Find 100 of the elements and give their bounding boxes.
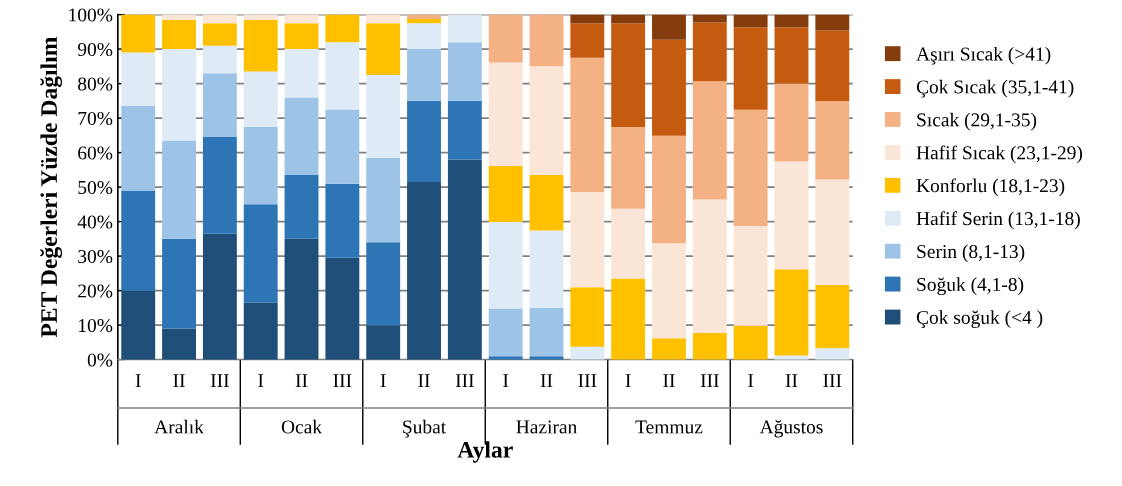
x-tick-label: I	[135, 374, 141, 388]
bar	[162, 238, 196, 329]
bar	[202, 233, 237, 360]
bar	[243, 126, 278, 205]
x-tick-label: III	[455, 374, 474, 388]
bar	[733, 226, 768, 326]
text: Şubat	[403, 419, 447, 438]
x-tick-label: III	[823, 374, 842, 388]
bar	[611, 278, 646, 360]
bar	[611, 14, 646, 24]
bar	[570, 191, 605, 288]
bar	[284, 23, 319, 50]
bar	[366, 74, 401, 158]
bar	[774, 83, 809, 162]
bar	[692, 332, 727, 360]
bar	[815, 101, 850, 180]
bar	[692, 14, 727, 23]
text: Ağustos	[759, 419, 823, 438]
x-tick-label: II	[173, 374, 185, 388]
bar	[570, 287, 605, 347]
text: Aralık	[154, 419, 204, 434]
bar	[488, 221, 523, 309]
y-axis-title: PET Değerleri Yüzde Dağılım	[40, 37, 63, 338]
bar	[652, 39, 686, 136]
bar	[243, 204, 278, 303]
x-tick-label: III	[210, 374, 229, 388]
bar	[407, 181, 441, 360]
bar	[366, 157, 401, 243]
bar	[815, 30, 850, 102]
bar	[366, 14, 401, 24]
x-tick-label: I	[258, 374, 264, 388]
bar	[325, 109, 360, 184]
legend-label: Konforlu (18,1-23)	[916, 178, 1065, 197]
bar	[366, 23, 401, 75]
y-tick-label: 100%	[69, 8, 113, 22]
bar	[570, 57, 605, 192]
x-tick-label: II	[663, 374, 675, 388]
x-tick-label: II	[418, 374, 430, 388]
bar	[611, 23, 646, 128]
bar	[815, 14, 850, 31]
bar	[162, 328, 196, 360]
bar	[529, 174, 564, 231]
text: Ocak	[281, 419, 323, 434]
bar	[447, 159, 482, 360]
y-tick-label: 60%	[78, 146, 113, 160]
text: Temmuz	[635, 420, 703, 434]
bar	[529, 66, 564, 175]
bar	[325, 14, 360, 43]
x-tick-label: I	[748, 374, 754, 388]
bar	[570, 23, 605, 58]
y-tick-label: 0%	[87, 353, 113, 367]
bar	[529, 14, 564, 67]
bar	[447, 14, 482, 43]
bar	[611, 127, 646, 209]
bar	[202, 73, 237, 138]
bar	[733, 109, 768, 227]
bar	[325, 257, 360, 360]
bar	[407, 23, 441, 50]
bar	[692, 199, 727, 333]
bar	[774, 355, 809, 360]
bar	[121, 190, 156, 291]
y-tick-label: 30%	[78, 249, 113, 264]
bar	[243, 14, 278, 20]
bar	[284, 175, 319, 239]
bar	[733, 325, 768, 360]
bar	[325, 42, 360, 110]
bar	[366, 242, 401, 326]
bar	[529, 230, 564, 308]
bar	[121, 14, 156, 53]
x-tick-label: I	[503, 374, 509, 388]
x-tick-label: III	[333, 374, 352, 388]
bar	[733, 14, 768, 28]
bar	[243, 302, 278, 360]
x-tick-label: I	[380, 374, 386, 388]
bar	[202, 137, 237, 234]
bar	[407, 19, 441, 24]
bar	[815, 285, 850, 349]
bar	[652, 135, 686, 244]
bar	[692, 81, 727, 200]
bar	[447, 100, 482, 160]
legend-label: Serin (8,1-13)	[917, 244, 1025, 263]
bar	[488, 308, 523, 357]
legend-label: Hafif Serin (13,1-18)	[916, 211, 1080, 230]
bar	[815, 179, 850, 286]
bar	[774, 269, 809, 356]
bar	[488, 62, 523, 167]
x-tick-label: I	[625, 374, 631, 388]
bar	[284, 14, 319, 24]
bar	[325, 183, 360, 258]
y-tick-label: 50%	[78, 180, 113, 195]
bar	[611, 208, 646, 279]
bar	[284, 97, 319, 176]
bar	[202, 14, 237, 24]
bar	[202, 45, 237, 74]
bar	[774, 14, 809, 28]
y-tick-label: 10%	[79, 318, 113, 333]
bar	[243, 71, 278, 127]
x-tick-label: III	[578, 374, 597, 388]
legend-label: Çok soğuk (<4 )	[916, 310, 1043, 329]
legend-label: Hafif Sıcak (23,1-29)	[916, 145, 1083, 164]
